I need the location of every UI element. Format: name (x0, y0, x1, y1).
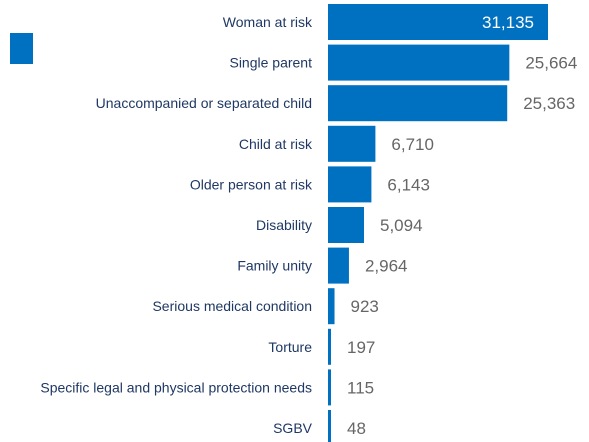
bar (328, 44, 510, 81)
value-label: 197 (347, 338, 375, 357)
value-labels: 31,135 25,664 25,363 6,710 6,143 5,094 2,964 92… (347, 13, 577, 438)
value-label: 48 (347, 419, 366, 438)
bar (328, 4, 548, 40)
value-label: 2,964 (365, 257, 408, 276)
value-label: 115 (347, 378, 374, 397)
category-label: Woman at risk (223, 14, 313, 30)
bar (328, 328, 331, 365)
bar (328, 410, 331, 442)
value-label: 31,135 (482, 13, 534, 32)
category-label: Child at risk (239, 136, 313, 152)
bars-layer (328, 4, 548, 442)
value-label: 923 (351, 297, 379, 316)
value-label: 25,363 (523, 94, 575, 113)
bar (328, 166, 372, 203)
value-label: 6,143 (387, 175, 430, 194)
category-label: SGBV (273, 420, 313, 436)
category-label: Disability (256, 217, 312, 233)
category-labels: Woman at risk Single parent Unaccompanied … (40, 14, 313, 436)
bar (328, 288, 335, 325)
decorative-block (10, 33, 33, 64)
bar (328, 85, 508, 122)
category-label: Serious medical condition (152, 298, 312, 314)
category-label: Single parent (229, 55, 312, 71)
value-label: 5,094 (380, 216, 423, 235)
bar (328, 207, 364, 243)
category-label: Family unity (237, 258, 312, 274)
category-label: Specific legal and physical protection n… (40, 379, 312, 395)
value-label: 6,710 (391, 135, 434, 154)
category-label: Older person at risk (190, 176, 313, 192)
bar (328, 125, 376, 162)
bar (328, 369, 331, 406)
category-label: Unaccompanied or separated child (96, 95, 312, 111)
value-label: 25,664 (525, 54, 577, 73)
bar (328, 247, 349, 284)
category-label: Torture (268, 339, 312, 355)
